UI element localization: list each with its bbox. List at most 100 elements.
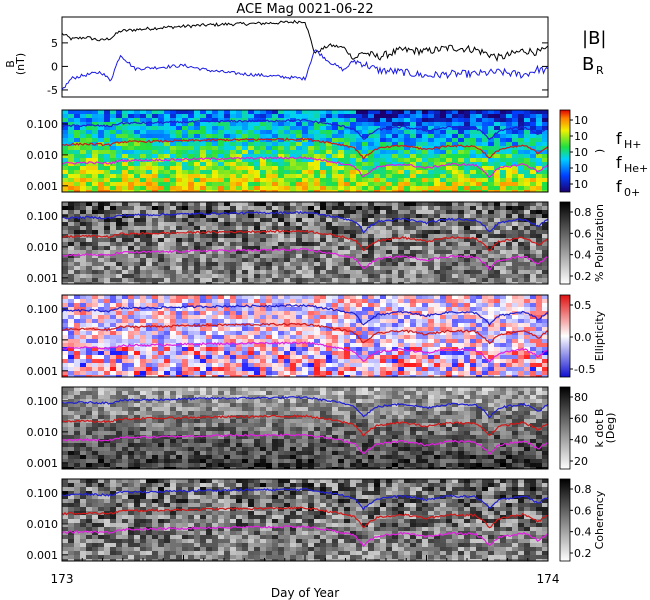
colorbar-tick-label: 0.2 xyxy=(574,270,592,283)
spectral-panels: 0.1000.0100.0011010101010)0.1000.0100.00… xyxy=(27,109,617,562)
y-tick-label: -5 xyxy=(47,84,58,97)
y-tick-label: 0.010 xyxy=(27,518,59,531)
f-he-plus-line xyxy=(62,137,548,161)
colorbar-tick-label: 40 xyxy=(574,434,588,447)
y-tick-label: 0.001 xyxy=(27,272,59,285)
panel-frame xyxy=(61,16,549,98)
panel-ellipticity: 0.100 0.010 0.001 0.5 0.0 -0.5 Ellipticity xyxy=(27,294,606,378)
x-axis-ticks xyxy=(61,555,549,561)
colorbar-tick-label: 0.6 xyxy=(574,227,592,240)
colorbar-tick-label: 0.8 xyxy=(574,483,592,496)
f-h-plus-line xyxy=(62,488,548,511)
y-tick-label: 0.001 xyxy=(27,549,59,562)
colorbar-tick-label: 80 xyxy=(574,391,588,404)
y-tick-label: 0.100 xyxy=(27,395,59,408)
f-he-plus-line xyxy=(62,229,548,252)
y-tick-label: 0.001 xyxy=(27,180,59,193)
f-he-plus-line xyxy=(62,414,548,438)
f-o-plus-line xyxy=(62,248,548,272)
y-tick-label: 0.001 xyxy=(27,365,59,378)
x-tick-173: 173 xyxy=(51,572,74,586)
colorbar xyxy=(559,478,571,562)
panel-frame xyxy=(61,294,549,378)
y-tick-label: 0 xyxy=(51,60,58,73)
colorbar xyxy=(559,386,571,470)
colorbar-label-unit: (Deg) xyxy=(604,413,617,444)
colorbar-tick-label: 0.4 xyxy=(574,249,592,262)
f-he-plus-line xyxy=(62,506,548,529)
legend-f-he-plus: f xyxy=(616,153,622,172)
f-h-plus-line xyxy=(62,304,548,327)
panel-b-field: -5 0 5 B (nT) xyxy=(4,16,549,98)
y-tick-label: 0.100 xyxy=(27,118,59,131)
y-tick-label: 0.010 xyxy=(27,426,59,439)
f-h-plus-line xyxy=(62,210,548,234)
legend-f-o-plus: f xyxy=(616,177,622,196)
colorbar-label: % Polarization xyxy=(593,204,606,282)
colorbar-tick-label: 0.0 xyxy=(574,331,592,344)
f-o-plus-line xyxy=(62,525,548,548)
legend-b-total: |B| xyxy=(582,28,606,49)
colorbar-tick-label: 10 xyxy=(574,130,588,143)
chart-title: ACE Mag 0021-06-22 xyxy=(236,2,373,17)
heatmap-cells xyxy=(62,387,548,469)
y-tick-label: 5 xyxy=(51,37,58,50)
heatmap-cells xyxy=(62,479,548,561)
f-o-plus-line xyxy=(62,433,548,456)
x-axis-label: Day of Year xyxy=(271,586,339,600)
f-he-plus-line xyxy=(62,322,548,345)
series-line-b-total xyxy=(62,19,548,63)
legend-b-r-sub: R xyxy=(596,64,604,77)
legend-f-h-plus-sub: H+ xyxy=(624,138,642,151)
panel-frame xyxy=(61,109,549,193)
heatmap-cells xyxy=(62,295,548,377)
colorbar-tick-label: 10 xyxy=(574,162,588,175)
panel-power: 0.100 0.010 0.001 10 10 10 10 10) xyxy=(27,109,606,193)
b-field-ylabel-unit: (nT) xyxy=(14,53,27,75)
colorbar-tick-label: 0.5 xyxy=(574,299,592,312)
legend-b-r: B xyxy=(582,54,594,75)
colorbar-tick-label: -0.5 xyxy=(574,363,595,376)
colorbar-tick-label: 10 xyxy=(574,146,588,159)
colorbar-label: Ellipticity xyxy=(593,310,606,361)
colorbar-label: Coherency xyxy=(593,490,606,549)
heatmap-cells xyxy=(62,110,548,192)
legend-f-o-plus-sub: 0+ xyxy=(624,186,640,199)
f-o-plus-line xyxy=(62,156,548,179)
x-tick-174: 174 xyxy=(537,572,560,586)
colorbar xyxy=(559,294,571,378)
colorbar-tick-label: 0.6 xyxy=(574,504,592,517)
y-tick-label: 0.010 xyxy=(27,241,59,254)
colorbar-label: k dot B xyxy=(593,409,606,448)
y-tick-label: 0.001 xyxy=(27,457,59,470)
colorbar xyxy=(559,201,571,285)
f-o-plus-line xyxy=(62,341,548,364)
y-tick-label: 0.100 xyxy=(27,303,59,316)
panel-frame xyxy=(61,201,549,285)
legend-f-he-plus-sub: He+ xyxy=(624,162,648,175)
f-h-plus-line xyxy=(62,395,548,419)
colorbar-tick-label: 0.2 xyxy=(574,547,592,560)
legend-frequencies: f H+ f He+ f 0+ xyxy=(616,129,648,199)
colorbar-tick-label: 10 xyxy=(574,114,588,127)
b-field-ylabel: B xyxy=(4,60,17,68)
heatmap-cells xyxy=(62,202,548,284)
colorbar-label: ) xyxy=(593,149,606,153)
b-field-y-ticks: -5 0 5 xyxy=(47,37,548,97)
colorbar xyxy=(559,109,571,193)
colorbar-tick-label: 0.4 xyxy=(574,526,592,539)
b-field-lines xyxy=(62,19,548,90)
y-tick-label: 0.010 xyxy=(27,149,59,162)
colorbar-tick-label: 0.8 xyxy=(574,206,592,219)
y-tick-label: 0.100 xyxy=(27,210,59,223)
f-h-plus-line xyxy=(62,118,548,141)
colorbar-tick-label: 10 xyxy=(574,178,588,191)
series-line-b-r xyxy=(62,49,548,90)
panel-kdotb: 0.100 0.010 0.001 80 60 40 20 k dot B(Deg) xyxy=(27,386,617,470)
panel-polarization: 0.100 0.010 0.001 0.8 0.6 0.4 0.2% Polarizatio… xyxy=(27,201,606,285)
legend-f-h-plus: f xyxy=(616,129,622,148)
y-tick-label: 0.100 xyxy=(27,487,59,500)
colorbar-tick-label: 20 xyxy=(574,455,588,468)
